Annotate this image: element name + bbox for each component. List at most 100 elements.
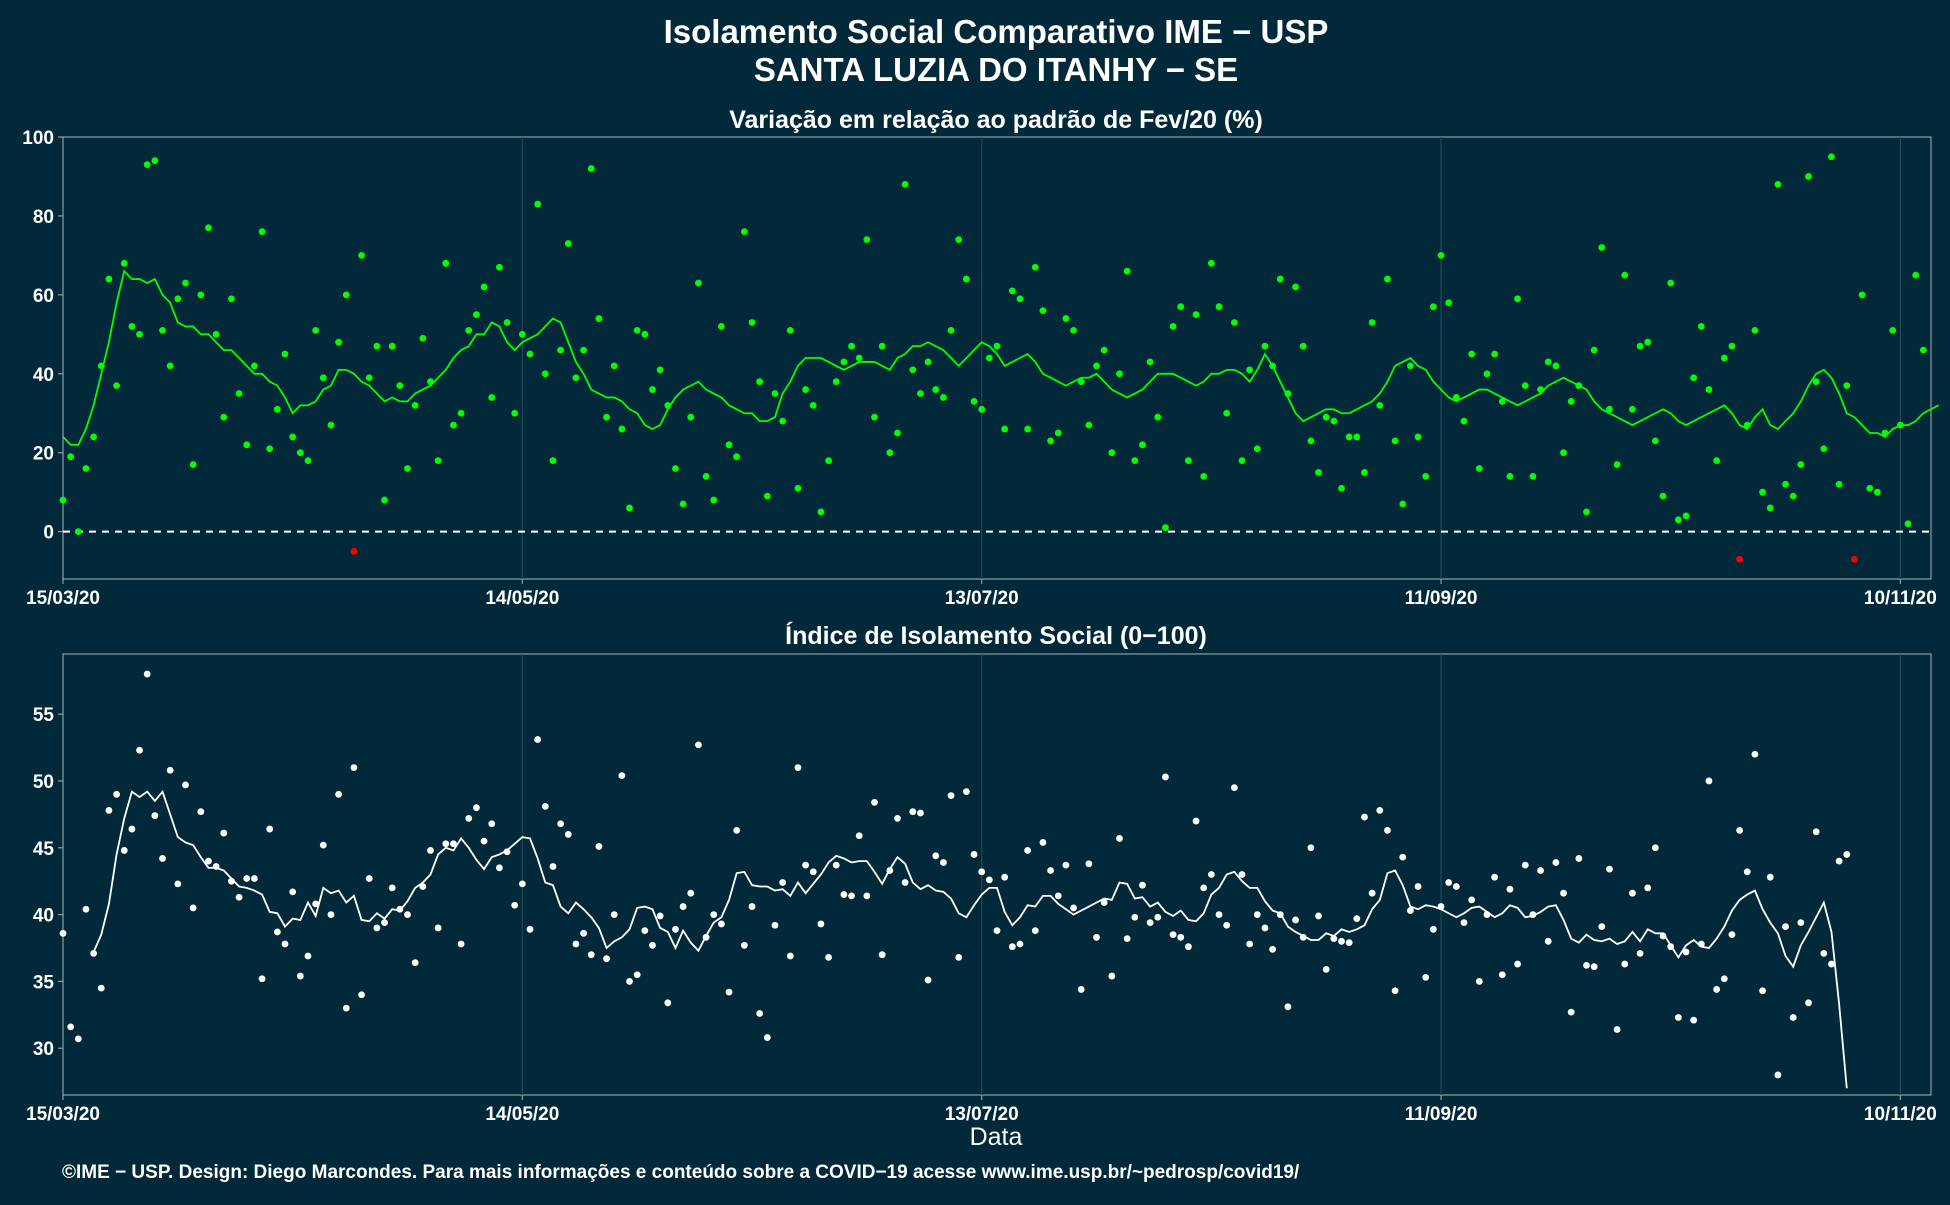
panel1-y-tick-label: 80 <box>33 207 54 228</box>
variation-data-point <box>672 465 679 472</box>
panel1-y-tick-label: 100 <box>22 128 54 149</box>
variation-data-point <box>1414 433 1422 441</box>
variation-data-point <box>1215 303 1223 311</box>
index-data-point <box>1368 889 1376 897</box>
variation-data-point <box>1697 323 1705 330</box>
index-data-point <box>1560 889 1567 897</box>
variation-data-point <box>1016 295 1024 303</box>
index-data-point <box>1789 1014 1797 1021</box>
index-data-point <box>924 976 932 984</box>
variation-data-point <box>182 279 189 287</box>
index-data-point <box>1414 883 1422 890</box>
variation-data-point <box>962 275 970 283</box>
variation-data-point <box>1077 378 1085 386</box>
index-data-point <box>495 864 503 872</box>
index-data-point <box>695 741 702 749</box>
variation-data-point <box>342 291 350 299</box>
x-axis-label: Data <box>970 1123 1023 1151</box>
variation-data-point <box>832 378 840 386</box>
variation-data-point <box>1751 326 1759 334</box>
variation-data-point <box>220 413 228 421</box>
index-data-point <box>1621 960 1629 968</box>
variation-data-point <box>273 405 281 413</box>
variation-data-point <box>365 374 373 382</box>
index-data-point <box>970 851 978 858</box>
variation-data-point <box>90 433 98 441</box>
variation-data-point <box>1307 437 1315 445</box>
panel2-y-tick-label: 50 <box>33 772 54 793</box>
index-data-point <box>993 927 1001 935</box>
index-data-point <box>189 904 197 912</box>
variation-data-point <box>1606 405 1613 413</box>
variation-data-point <box>664 401 672 409</box>
index-data-point <box>319 841 327 849</box>
panel2-plot: 15/03/20 14/05/20 13/07/20 11/09/20 10/11/20… <box>26 653 1937 1125</box>
index-data-point <box>1445 879 1453 886</box>
variation-data-point <box>1338 484 1345 492</box>
variation-data-point <box>1896 421 1904 429</box>
index-data-point <box>243 875 251 882</box>
index-data-point <box>1070 904 1077 912</box>
variation-data-point <box>526 350 534 358</box>
index-data-point <box>1759 987 1766 995</box>
index-data-point <box>557 820 565 828</box>
variation-data-point <box>350 547 358 555</box>
variation-data-point <box>748 319 756 326</box>
variation-data-point <box>1659 492 1667 500</box>
index-data-point <box>59 929 67 937</box>
variation-data-point <box>1200 472 1208 480</box>
index-data-point <box>1139 881 1146 889</box>
index-data-point <box>1567 1008 1575 1016</box>
variation-data-point <box>1108 449 1116 457</box>
index-data-point <box>901 879 909 886</box>
index-data-point <box>205 857 212 865</box>
index-data-point <box>955 953 963 961</box>
index-data-point <box>894 814 901 822</box>
variation-data-point <box>1720 354 1728 362</box>
index-data-point <box>120 847 128 854</box>
variation-data-point <box>633 326 641 334</box>
index-data-point <box>1835 857 1843 865</box>
variation-data-point <box>495 263 503 271</box>
variation-data-point <box>993 342 1001 350</box>
index-data-point <box>304 952 312 960</box>
index-data-point <box>511 901 519 909</box>
index-data-point <box>1008 943 1016 951</box>
variation-data-point <box>258 228 266 236</box>
index-data-point <box>1705 777 1713 785</box>
index-data-point <box>159 855 166 862</box>
index-data-point <box>740 941 748 949</box>
panel1-y-tick-label: 0 <box>43 523 54 544</box>
index-data-point <box>1583 961 1590 969</box>
index-data-point <box>1682 948 1690 956</box>
variation-data-point <box>381 496 388 504</box>
index-data-point <box>174 880 182 888</box>
index-data-point <box>1093 933 1100 941</box>
index-data-point <box>549 863 557 870</box>
variation-data-point <box>1491 350 1499 358</box>
index-data-point <box>1253 911 1261 918</box>
variation-data-point <box>1881 429 1889 437</box>
index-data-point <box>281 940 289 948</box>
index-data-point <box>82 905 90 913</box>
index-data-point <box>710 911 718 918</box>
variation-data-point <box>794 484 802 492</box>
index-data-point <box>1192 817 1200 825</box>
index-data-point <box>649 941 656 949</box>
variation-moving-average-line <box>62 269 1940 446</box>
variation-data-point <box>1162 524 1169 532</box>
index-data-point <box>151 812 159 820</box>
variation-data-point <box>978 405 986 413</box>
variation-data-point <box>1192 311 1200 318</box>
variation-data-point <box>1322 413 1330 421</box>
index-data-point <box>717 920 725 928</box>
variation-data-point <box>924 358 932 366</box>
index-data-point <box>327 911 335 918</box>
variation-data-point <box>235 390 243 397</box>
index-data-point <box>388 884 396 892</box>
panel2-x-tick-label: 15/03/20 <box>26 1104 100 1125</box>
variation-data-point <box>1146 358 1154 366</box>
variation-data-point <box>855 354 863 362</box>
variation-data-point <box>717 323 725 330</box>
index-data-point <box>1162 773 1169 781</box>
